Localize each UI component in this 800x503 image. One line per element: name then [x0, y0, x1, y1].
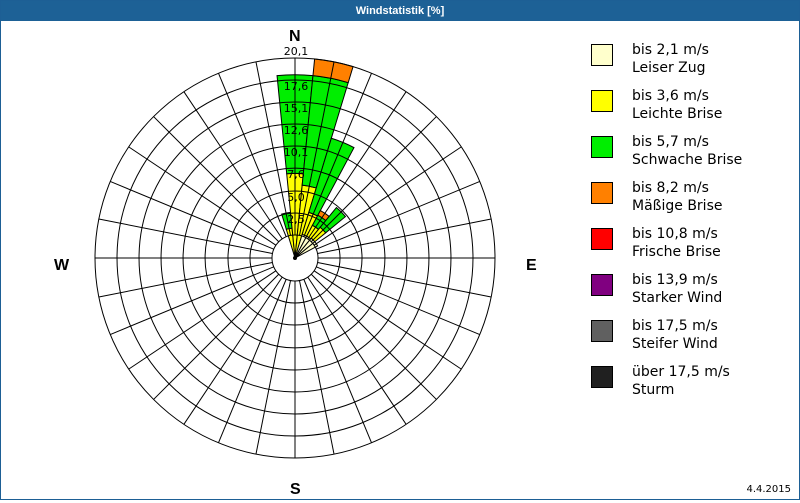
grid-spoke	[110, 181, 274, 250]
window-title: Windstatistik [%]	[1, 1, 799, 21]
legend-swatch	[591, 44, 613, 66]
grid-spoke	[153, 116, 280, 243]
grid-spoke	[313, 146, 462, 246]
grid-spoke	[316, 181, 480, 250]
radial-tick-label: 2,5	[287, 213, 305, 226]
legend-label: Starker Wind	[632, 290, 723, 306]
legend-item-steifer-wind: bis 17,5 m/s Steifer Wind	[589, 317, 789, 363]
legend-range: bis 3,6 m/s	[632, 88, 709, 104]
legend-range: über 17,5 m/s	[632, 364, 730, 380]
legend-label: Sturm	[632, 382, 675, 398]
legend-item-leichte-brise: bis 3,6 m/s Leichte Brise	[589, 87, 789, 133]
legend-label: Leiser Zug	[632, 60, 706, 76]
grid-spoke	[110, 266, 274, 335]
legend-label: Frische Brise	[632, 244, 721, 260]
grid-spoke	[255, 280, 292, 455]
legend-swatch	[591, 320, 613, 342]
grid-spoke	[310, 116, 437, 243]
legend-label: Schwache Brise	[632, 152, 743, 168]
grid-spoke	[183, 91, 283, 240]
wind-rose-chart: 2,5 5,0 7,6 10,1 12,6 15,1 17,6 20,1 N E S W	[1, 21, 591, 499]
grid-spoke	[153, 273, 280, 400]
legend-range: bis 8,2 m/s	[632, 180, 709, 196]
legend: bis 2,1 m/s Leiser Zug bis 3,6 m/s Leichte…	[589, 41, 789, 409]
legend-item-frische-brise: bis 10,8 m/s Frische Brise	[589, 225, 789, 271]
legend-range: bis 2,1 m/s	[632, 42, 709, 58]
wind-rose-svg: 2,5 5,0 7,6 10,1 12,6 15,1 17,6 20,1	[94, 45, 496, 459]
grid-spoke	[128, 146, 277, 246]
legend-label: Steifer Wind	[632, 336, 718, 352]
legend-item-leiser-zug: bis 2,1 m/s Leiser Zug	[589, 41, 789, 87]
grid-spoke	[303, 73, 372, 237]
legend-label: Mäßige Brise	[632, 198, 723, 214]
legend-range: bis 17,5 m/s	[632, 318, 718, 334]
grid-spoke	[98, 261, 273, 298]
grid-spoke	[298, 61, 335, 236]
legend-item-schwache-brise: bis 5,7 m/s Schwache Brise	[589, 133, 789, 179]
legend-item-sturm: über 17,5 m/s Sturm	[589, 363, 789, 409]
legend-range: bis 13,9 m/s	[632, 272, 718, 288]
radial-tick-label: 15,1	[284, 102, 309, 115]
radial-tick-label: 12,6	[284, 124, 309, 137]
grid-spoke	[316, 266, 480, 335]
grid-spoke	[307, 276, 407, 425]
legend-swatch	[591, 136, 613, 158]
legend-swatch	[591, 366, 613, 388]
grid-spoke	[317, 218, 492, 255]
grid-spoke	[303, 279, 372, 443]
grid-spoke	[128, 270, 277, 370]
legend-swatch	[591, 90, 613, 112]
radial-tick-label: 10,1	[284, 146, 309, 159]
radial-tick-label: 17,6	[284, 80, 309, 93]
compass-north-label: N	[289, 28, 301, 45]
legend-range: bis 5,7 m/s	[632, 134, 709, 150]
grid-spoke	[298, 280, 335, 455]
legend-item-maessige-brise: bis 8,2 m/s Mäßige Brise	[589, 179, 789, 225]
radial-tick-label: 7,6	[287, 168, 305, 181]
grid-spoke	[310, 273, 437, 400]
grid-spoke	[317, 261, 492, 298]
legend-item-starker-wind: bis 13,9 m/s Starker Wind	[589, 271, 789, 317]
center-dot	[293, 256, 297, 260]
legend-range: bis 10,8 m/s	[632, 226, 718, 242]
grid-spoke	[98, 218, 273, 255]
radial-tick-label: 20,1	[284, 45, 309, 58]
legend-swatch	[591, 274, 613, 296]
grid-spoke	[218, 279, 287, 443]
grid-spoke	[313, 270, 462, 370]
radial-tick-label: 5,0	[287, 191, 305, 204]
grid-spoke	[255, 61, 292, 236]
legend-swatch	[591, 182, 613, 204]
grid-spoke	[218, 73, 287, 237]
legend-swatch	[591, 228, 613, 250]
compass-east-label: E	[526, 257, 537, 274]
date-label: 4.4.2015	[746, 484, 791, 495]
compass-south-label: S	[290, 481, 301, 498]
legend-label: Leichte Brise	[632, 106, 723, 122]
grid-spoke	[307, 91, 407, 240]
grid-spoke	[183, 276, 283, 425]
compass-west-label: W	[54, 257, 70, 274]
